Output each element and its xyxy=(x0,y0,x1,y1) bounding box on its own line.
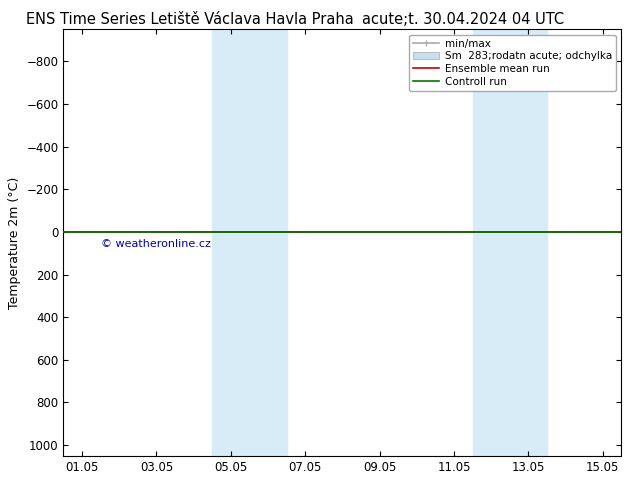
Bar xyxy=(472,29,547,456)
Text: ENS Time Series Letiště Václava Havla Praha: ENS Time Series Letiště Václava Havla Pr… xyxy=(27,12,354,27)
Y-axis label: Temperature 2m (°C): Temperature 2m (°C) xyxy=(8,176,21,309)
Bar xyxy=(212,29,287,456)
Text: © weatheronline.cz: © weatheronline.cz xyxy=(101,239,210,249)
Legend: min/max, Sm  283;rodatn acute; odchylka, Ensemble mean run, Controll run: min/max, Sm 283;rodatn acute; odchylka, … xyxy=(410,35,616,91)
Text: acute;t. 30.04.2024 04 UTC: acute;t. 30.04.2024 04 UTC xyxy=(362,12,564,27)
